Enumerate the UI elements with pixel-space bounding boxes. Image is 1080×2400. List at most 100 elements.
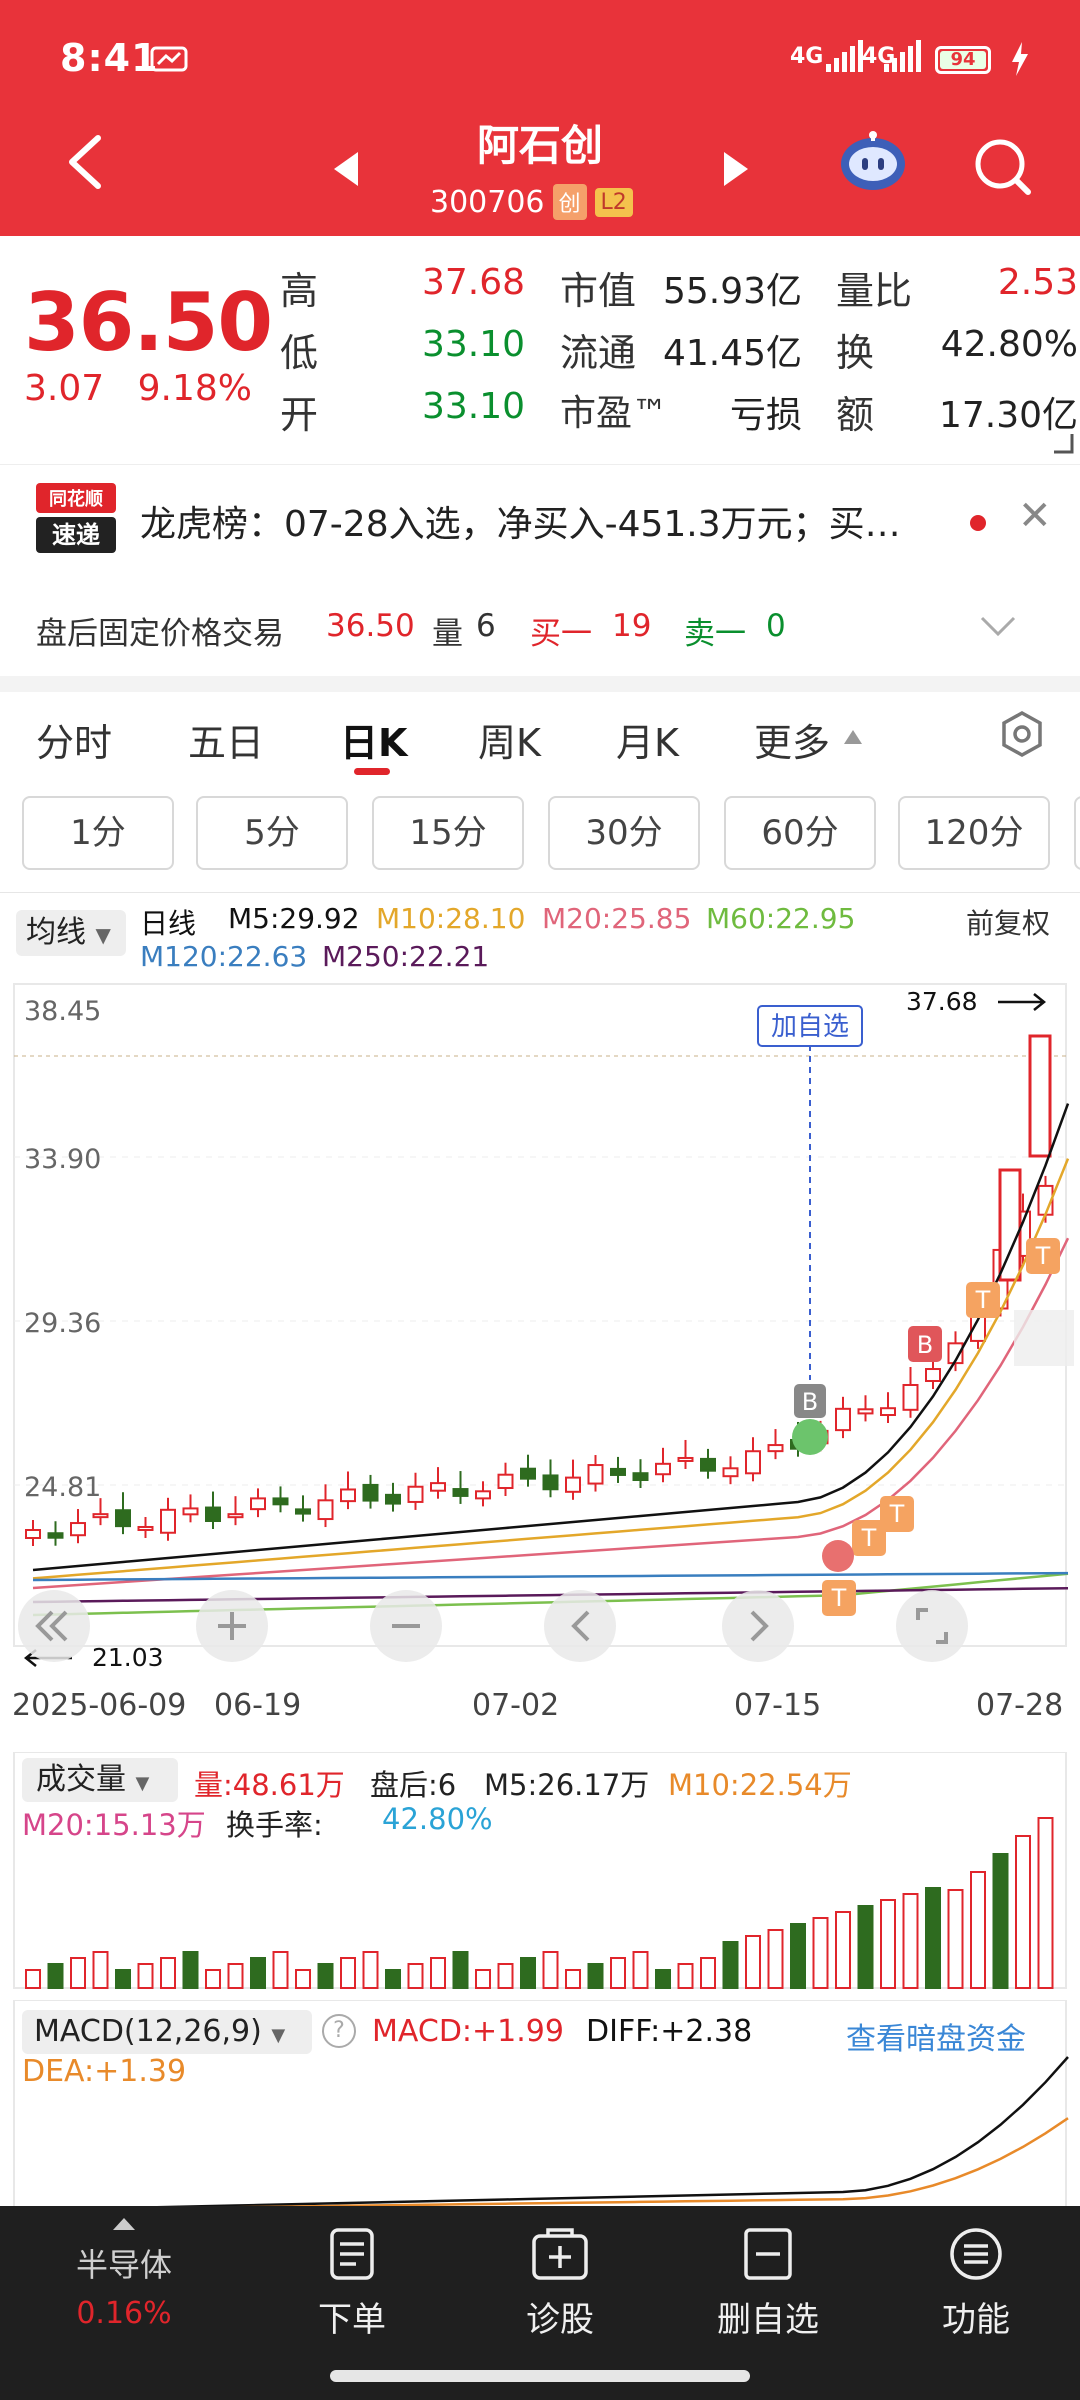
sector-item[interactable]: 半导体 0.16% bbox=[44, 2216, 204, 2331]
collapse-tab[interactable] bbox=[1014, 1310, 1074, 1366]
after-hours-label: 盘后固定价格交易 bbox=[36, 616, 284, 652]
volume-bar bbox=[790, 1923, 806, 1989]
turnover-value: 42.80% bbox=[940, 324, 1078, 365]
svg-text:T: T bbox=[861, 1524, 877, 1552]
volume-bar bbox=[857, 1905, 874, 1989]
nav-diagnose[interactable]: 诊股 bbox=[480, 2226, 640, 2341]
tab-five-day[interactable]: 五日 bbox=[188, 721, 265, 765]
ma-select-label: 均线 bbox=[26, 915, 86, 950]
volume-bar bbox=[520, 1957, 536, 1989]
candle bbox=[25, 1529, 41, 1539]
price-change: 3.07 9.18% bbox=[24, 368, 274, 409]
tab-monthly-k[interactable]: 月K bbox=[616, 721, 679, 765]
nav-remove-watch[interactable]: 删自选 bbox=[688, 2226, 848, 2341]
last-price: 36.50 bbox=[24, 276, 273, 369]
event-marker-icon[interactable] bbox=[792, 1419, 828, 1455]
search-icon[interactable] bbox=[972, 136, 1032, 202]
period-more-button[interactable] bbox=[1074, 796, 1080, 870]
next-stock-icon[interactable] bbox=[720, 152, 748, 190]
volume-bar bbox=[970, 1871, 986, 1989]
volume-bar bbox=[880, 1899, 896, 1989]
adjust-mode[interactable]: 前复权 bbox=[966, 907, 1051, 940]
fullscreen-icon[interactable] bbox=[896, 1590, 968, 1662]
volume-panel[interactable]: 成交量 ▼ 量:48.61万 盘后:6 M5:26.17万 M10:22.54万… bbox=[0, 1752, 1080, 1998]
period-1min[interactable]: 1分 bbox=[22, 796, 174, 870]
trade-marker-t3[interactable]: T bbox=[880, 1496, 914, 1532]
chart-rewind-icon[interactable] bbox=[18, 1590, 90, 1662]
chevron-down-icon[interactable] bbox=[980, 610, 1016, 646]
volume-bar bbox=[1015, 1835, 1031, 1989]
kline-chart[interactable]: 38.45 33.90 29.36 24.81 加自选 37.68 21.03 … bbox=[0, 980, 1080, 1700]
volume-select[interactable]: 成交量 ▼ bbox=[22, 1758, 178, 1802]
candle bbox=[452, 1488, 469, 1497]
period-120min[interactable]: 120分 bbox=[898, 796, 1050, 870]
tab-intraday[interactable]: 分时 bbox=[36, 721, 113, 765]
trade-marker-b2[interactable]: B bbox=[908, 1326, 942, 1362]
add-watch-box[interactable] bbox=[757, 1005, 863, 1047]
active-tab-indicator bbox=[354, 768, 390, 775]
kline-svg[interactable]: 38.45 33.90 29.36 24.81 加自选 37.68 21.03 … bbox=[0, 980, 1080, 1700]
trade-marker-t1[interactable]: T bbox=[966, 1282, 1000, 1318]
candle bbox=[295, 1508, 311, 1515]
ma-select[interactable]: 均线 ▼ bbox=[16, 910, 126, 956]
back-icon[interactable] bbox=[62, 132, 110, 192]
trade-marker-t4[interactable]: T bbox=[852, 1520, 886, 1556]
dark-pool-link[interactable]: 查看暗盘资金 bbox=[846, 2022, 1026, 2057]
event-marker-icon-2[interactable] bbox=[822, 1540, 854, 1572]
chart-settings-icon[interactable] bbox=[998, 710, 1046, 762]
trade-marker-t5[interactable]: T bbox=[822, 1580, 856, 1616]
change-value: 3.07 bbox=[24, 368, 105, 409]
scroll-left-icon[interactable] bbox=[544, 1590, 616, 1662]
volume-bar bbox=[835, 1911, 851, 1989]
scroll-right-icon[interactable] bbox=[722, 1590, 794, 1662]
tab-daily-k[interactable]: 日K bbox=[340, 721, 408, 765]
mcap-label: 市值 bbox=[560, 269, 637, 313]
add-watch-label[interactable]: 加自选 bbox=[771, 1012, 849, 1042]
robot-assistant-icon[interactable] bbox=[838, 130, 908, 192]
macd-select[interactable]: MACD(12,26,9) ▼ bbox=[22, 2010, 312, 2054]
volume-frame bbox=[13, 1752, 1067, 1989]
period-type-label: 日线 bbox=[140, 907, 197, 940]
candle bbox=[677, 1456, 694, 1462]
zoom-in-icon[interactable] bbox=[196, 1590, 268, 1662]
candle bbox=[137, 1525, 154, 1531]
turnover-label: 换 bbox=[836, 331, 875, 375]
macd-select-label: MACD(12,26,9) bbox=[34, 2014, 262, 2049]
expand-corner-icon[interactable] bbox=[1052, 432, 1074, 458]
low-label: 低 bbox=[280, 331, 319, 375]
period-5min[interactable]: 5分 bbox=[196, 796, 348, 870]
candle bbox=[655, 1462, 671, 1476]
close-icon[interactable]: ✕ bbox=[1018, 493, 1052, 539]
zoom-out-icon[interactable] bbox=[370, 1590, 442, 1662]
trade-marker-t2[interactable]: T bbox=[1026, 1238, 1060, 1274]
after-hours-trading[interactable]: 盘后固定价格交易 36.50 量 6 买一 19 卖一 0 bbox=[0, 580, 1080, 676]
period-30min[interactable]: 30分 bbox=[548, 796, 700, 870]
app-header: 8:41 4G 4G 94 阿石创 300706 创 L2 bbox=[0, 0, 1080, 236]
stock-code: 300706 bbox=[430, 184, 545, 220]
nav-order[interactable]: 下单 bbox=[272, 2226, 432, 2341]
battery-level: 94 bbox=[940, 51, 986, 69]
volume-bar bbox=[655, 1969, 671, 1989]
high-marker-label: 37.68 bbox=[906, 987, 978, 1016]
help-icon[interactable]: ? bbox=[322, 2014, 356, 2048]
macd-panel[interactable]: MACD(12,26,9) ▼ ? MACD:+1.99 DIFF:+2.38 … bbox=[0, 2000, 1080, 2210]
nav-functions[interactable]: 功能 bbox=[896, 2226, 1056, 2341]
news-text[interactable]: 龙虎榜：07-28入选，净买入-451.3万元；买… bbox=[140, 504, 901, 545]
tab-weekly-k[interactable]: 周K bbox=[478, 721, 541, 765]
news-ticker[interactable]: 同花顺 速递 龙虎榜：07-28入选，净买入-451.3万元；买… ✕ bbox=[0, 464, 1080, 570]
sell1-label: 卖一 bbox=[684, 616, 746, 652]
trade-marker-b1[interactable]: B bbox=[794, 1384, 826, 1418]
candle bbox=[250, 1497, 266, 1511]
volume-bar bbox=[295, 1969, 311, 1989]
home-indicator[interactable] bbox=[330, 2370, 750, 2382]
prev-stock-icon[interactable] bbox=[334, 152, 362, 190]
ma20-value: M20:25.85 bbox=[542, 902, 692, 935]
section-gap bbox=[0, 676, 1080, 692]
mcap-value: 55.93亿 bbox=[662, 271, 802, 312]
tab-more[interactable]: 更多 bbox=[754, 721, 831, 765]
volume-turnover: 42.80% bbox=[382, 1802, 493, 1836]
period-60min[interactable]: 60分 bbox=[724, 796, 876, 870]
ma120-value: M120:22.63 bbox=[140, 940, 308, 973]
candle bbox=[205, 1506, 221, 1522]
period-15min[interactable]: 15分 bbox=[372, 796, 524, 870]
